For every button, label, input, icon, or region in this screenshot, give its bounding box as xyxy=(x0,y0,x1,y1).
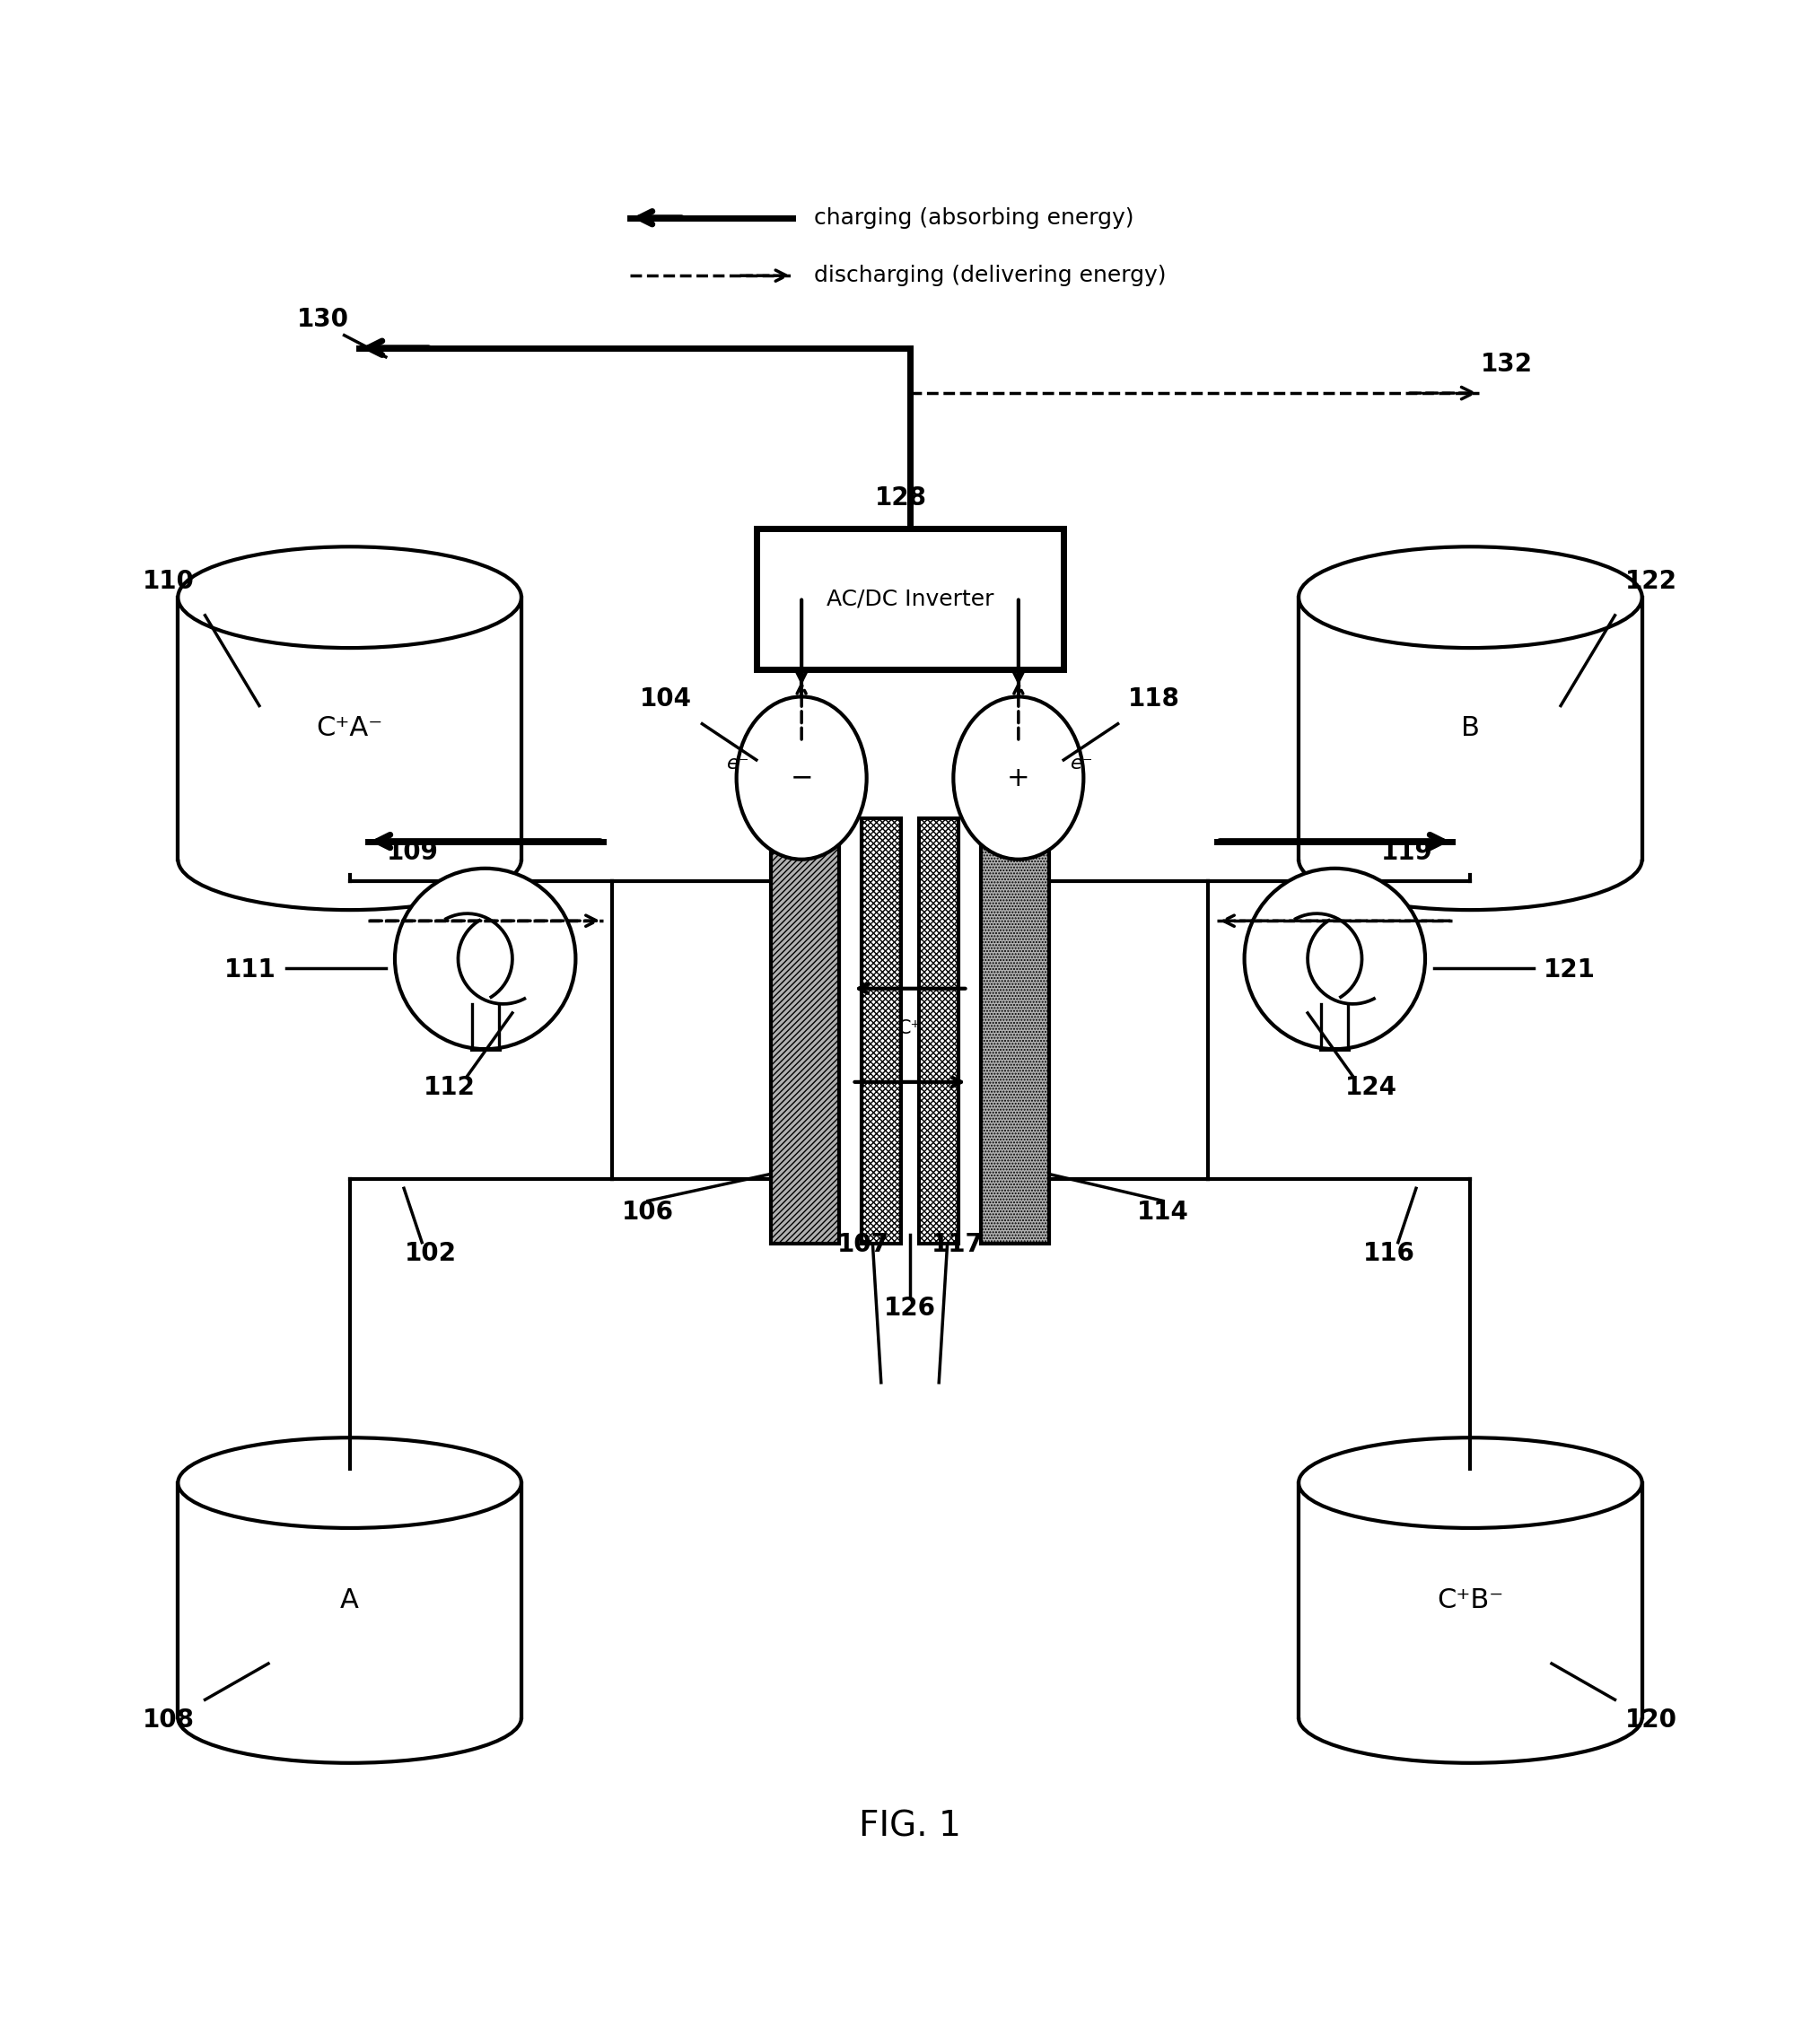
Circle shape xyxy=(395,869,575,1049)
Text: C⁺A⁻: C⁺A⁻ xyxy=(317,715,382,742)
Text: 111: 111 xyxy=(224,957,277,983)
Text: AC/DC Inverter: AC/DC Inverter xyxy=(826,589,994,609)
Text: 117: 117 xyxy=(932,1233,983,1257)
Ellipse shape xyxy=(178,546,521,648)
Text: 126: 126 xyxy=(885,1296,935,1320)
Text: discharging (delivering energy): discharging (delivering energy) xyxy=(814,266,1167,286)
Circle shape xyxy=(1245,869,1425,1049)
Ellipse shape xyxy=(178,1437,521,1529)
Text: 130: 130 xyxy=(297,307,349,331)
Text: 108: 108 xyxy=(144,1707,195,1731)
Ellipse shape xyxy=(954,697,1083,858)
Bar xyxy=(981,820,1048,1243)
Text: A: A xyxy=(340,1588,359,1613)
Text: e⁻: e⁻ xyxy=(1070,754,1094,773)
Polygon shape xyxy=(178,1482,521,1717)
Ellipse shape xyxy=(737,697,866,858)
Text: charging (absorbing energy): charging (absorbing energy) xyxy=(814,206,1134,229)
Text: 114: 114 xyxy=(1138,1200,1188,1224)
Text: B: B xyxy=(1461,715,1480,742)
Polygon shape xyxy=(178,597,521,858)
Text: 122: 122 xyxy=(1625,568,1676,593)
Text: FIG. 1: FIG. 1 xyxy=(859,1809,961,1844)
Text: 128: 128 xyxy=(875,484,926,511)
Bar xyxy=(861,820,901,1243)
Text: +: + xyxy=(1006,764,1030,791)
Text: 116: 116 xyxy=(1363,1241,1414,1265)
Text: 112: 112 xyxy=(422,1075,475,1100)
Text: 109: 109 xyxy=(388,840,439,865)
Text: 102: 102 xyxy=(406,1241,457,1265)
Bar xyxy=(772,820,839,1243)
Text: 124: 124 xyxy=(1345,1075,1398,1100)
Text: 120: 120 xyxy=(1625,1707,1676,1731)
Ellipse shape xyxy=(1299,1437,1642,1529)
Text: C⁺B⁻: C⁺B⁻ xyxy=(1438,1588,1503,1613)
Text: −: − xyxy=(790,764,814,791)
Bar xyxy=(757,529,1063,670)
Bar xyxy=(919,820,959,1243)
Text: C⁺: C⁺ xyxy=(899,1020,921,1036)
Text: 104: 104 xyxy=(641,687,692,711)
Polygon shape xyxy=(1299,1482,1642,1717)
Text: 118: 118 xyxy=(1128,687,1179,711)
Text: 119: 119 xyxy=(1381,840,1432,865)
Text: 121: 121 xyxy=(1543,957,1596,983)
Text: 107: 107 xyxy=(837,1233,888,1257)
Text: e⁻: e⁻ xyxy=(726,754,750,773)
Text: 132: 132 xyxy=(1480,352,1532,376)
Ellipse shape xyxy=(1299,546,1642,648)
Polygon shape xyxy=(1299,597,1642,858)
Text: 110: 110 xyxy=(144,568,195,593)
Text: 106: 106 xyxy=(622,1200,673,1224)
